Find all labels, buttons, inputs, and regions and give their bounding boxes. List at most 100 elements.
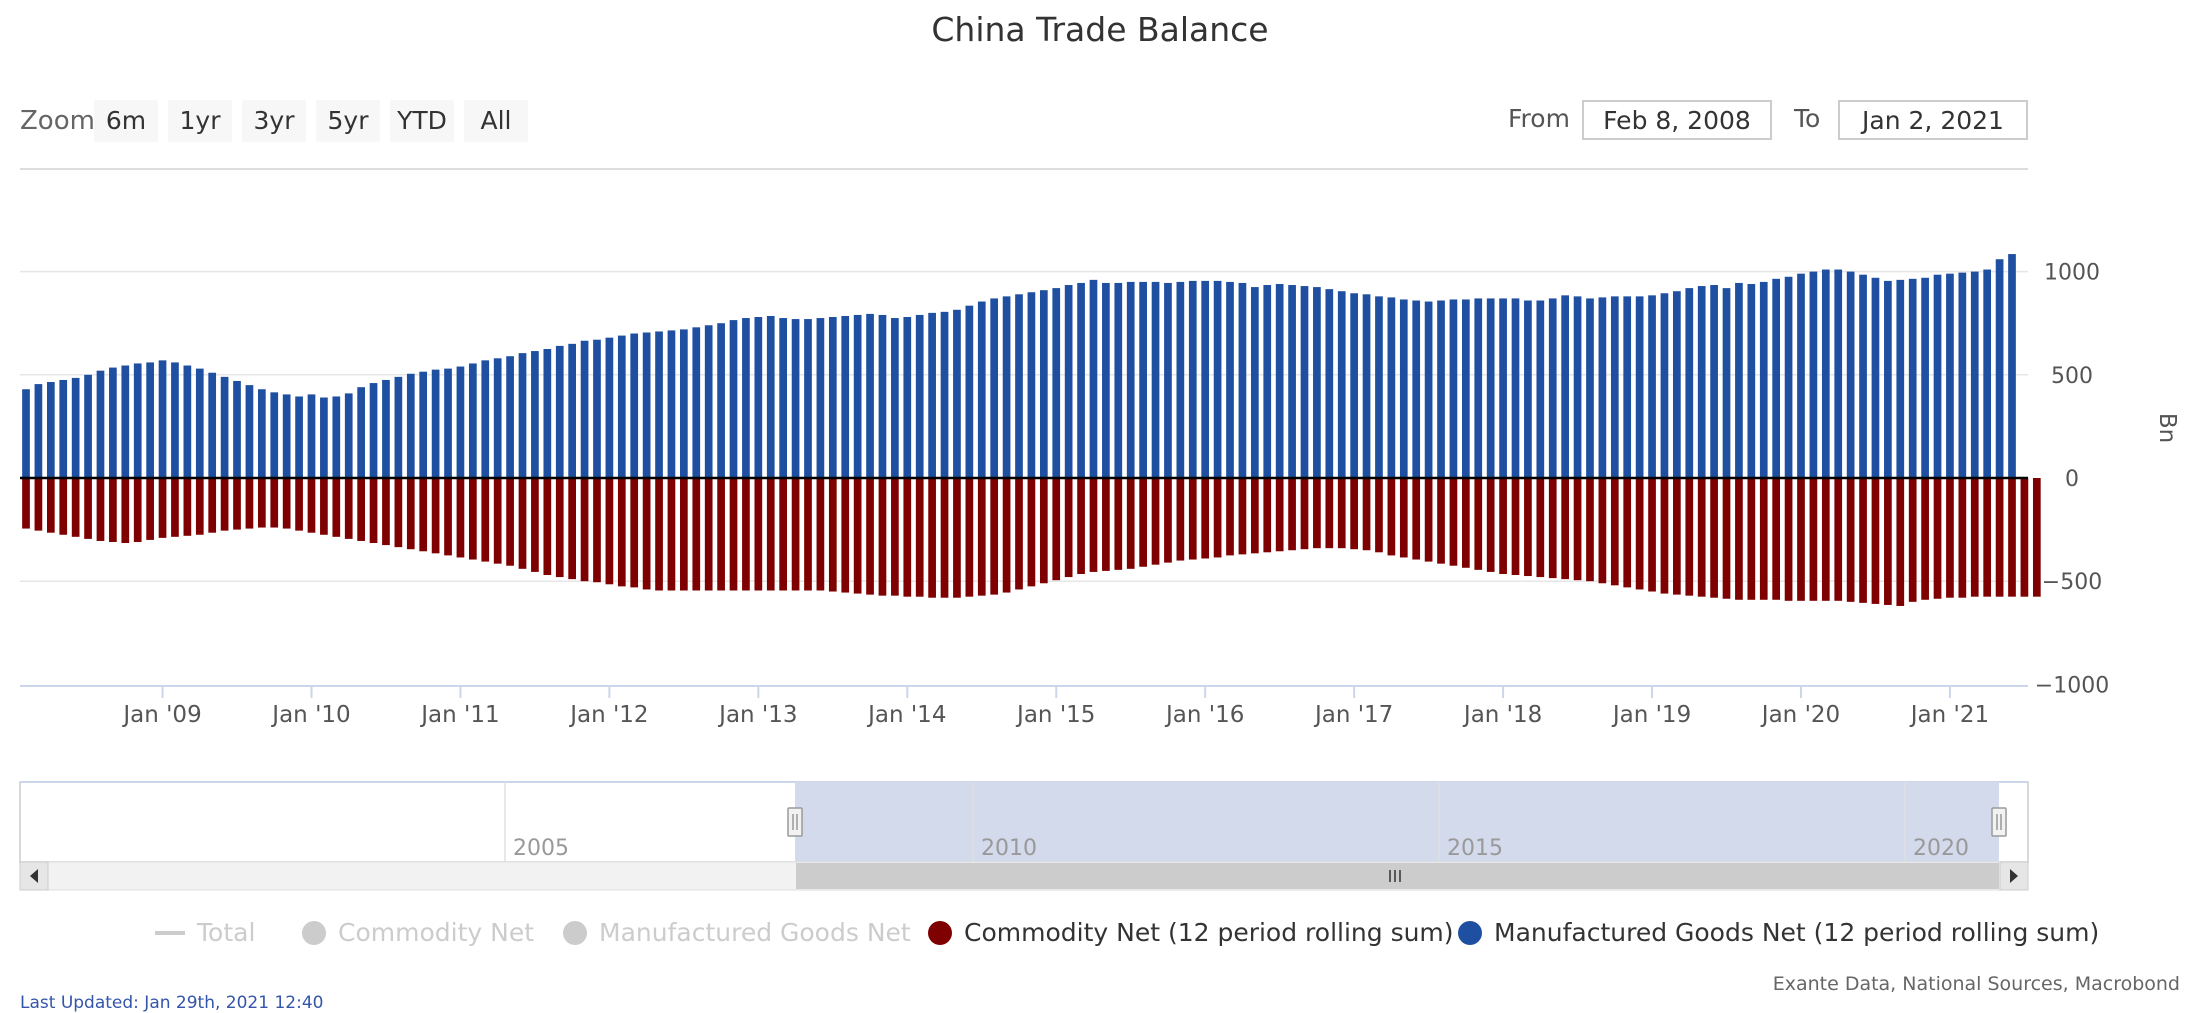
zoom-button-5yr[interactable]: 5yr xyxy=(316,100,380,142)
commodity-bar[interactable] xyxy=(1275,478,1284,552)
commodity-bar[interactable] xyxy=(617,478,626,587)
commodity-bar[interactable] xyxy=(791,478,800,591)
manufactured-goods-bar[interactable] xyxy=(1896,279,1905,478)
commodity-bar[interactable] xyxy=(593,478,601,583)
manufactured-goods-bar[interactable] xyxy=(1300,286,1309,478)
commodity-bar[interactable] xyxy=(1437,478,1445,564)
manufactured-goods-bar[interactable] xyxy=(580,340,589,478)
commodity-bar[interactable] xyxy=(506,478,514,566)
manufactured-goods-bar[interactable] xyxy=(1573,296,1582,478)
manufactured-goods-bar[interactable] xyxy=(1188,280,1197,478)
manufactured-goods-bar[interactable] xyxy=(1325,289,1334,478)
commodity-bar[interactable] xyxy=(1313,478,1321,549)
zoom-button-3yr[interactable]: 3yr xyxy=(242,100,306,142)
legend-item-commodity-net-rolling[interactable]: Commodity Net (12 period rolling sum) xyxy=(928,918,1454,947)
commodity-bar[interactable] xyxy=(1536,478,1545,578)
manufactured-goods-bar[interactable] xyxy=(307,394,316,478)
manufactured-goods-bar[interactable] xyxy=(493,358,502,478)
manufactured-goods-bar[interactable] xyxy=(1797,273,1805,478)
commodity-bar[interactable] xyxy=(158,478,167,538)
commodity-bar[interactable] xyxy=(1722,478,1731,599)
manufactured-goods-bar[interactable] xyxy=(1908,278,1917,478)
commodity-bar[interactable] xyxy=(369,478,378,544)
commodity-bar[interactable] xyxy=(1002,478,1011,593)
manufactured-goods-bar[interactable] xyxy=(766,315,775,478)
commodity-bar[interactable] xyxy=(928,478,936,598)
manufactured-goods-bar[interactable] xyxy=(146,362,154,478)
commodity-bar[interactable] xyxy=(1821,478,1830,601)
commodity-bar[interactable] xyxy=(109,478,117,542)
commodity-bar[interactable] xyxy=(605,478,614,585)
commodity-bar[interactable] xyxy=(1598,478,1607,584)
commodity-bar[interactable] xyxy=(2020,478,2029,597)
commodity-bar[interactable] xyxy=(220,478,229,531)
navigator-left-handle[interactable] xyxy=(787,807,803,837)
scrollbar-thumb[interactable] xyxy=(796,863,1999,889)
manufactured-goods-bar[interactable] xyxy=(1809,271,1818,478)
commodity-bar[interactable] xyxy=(1300,478,1309,550)
commodity-bar[interactable] xyxy=(1362,478,1371,551)
manufactured-goods-bar[interactable] xyxy=(1648,295,1656,478)
manufactured-goods-bar[interactable] xyxy=(1759,281,1768,478)
commodity-bar[interactable] xyxy=(1623,478,1632,588)
manufactured-goods-bar[interactable] xyxy=(1499,298,1507,478)
commodity-bar[interactable] xyxy=(853,478,862,594)
commodity-bar[interactable] xyxy=(1462,478,1470,568)
manufactured-goods-bar[interactable] xyxy=(568,343,576,478)
manufactured-goods-bar[interactable] xyxy=(1337,291,1346,478)
commodity-bar[interactable] xyxy=(866,478,874,595)
manufactured-goods-bar[interactable] xyxy=(1722,288,1731,478)
manufactured-goods-bar[interactable] xyxy=(1884,280,1892,478)
manufactured-goods-bar[interactable] xyxy=(481,360,490,478)
commodity-bar[interactable] xyxy=(1933,478,1942,599)
manufactured-goods-bar[interactable] xyxy=(816,318,825,478)
commodity-bar[interactable] xyxy=(481,478,490,562)
manufactured-goods-bar[interactable] xyxy=(71,377,80,478)
commodity-bar[interactable] xyxy=(779,478,788,591)
commodity-bar[interactable] xyxy=(320,478,328,535)
navigator-right-handle[interactable] xyxy=(1991,807,2007,837)
commodity-bar[interactable] xyxy=(1102,478,1110,571)
commodity-bar[interactable] xyxy=(1648,478,1656,592)
commodity-bar[interactable] xyxy=(1946,478,1954,598)
commodity-bar[interactable] xyxy=(754,478,763,591)
commodity-bar[interactable] xyxy=(1188,478,1197,560)
commodity-bar[interactable] xyxy=(1921,478,1929,600)
manufactured-goods-bar[interactable] xyxy=(444,368,452,478)
manufactured-goods-bar[interactable] xyxy=(903,317,912,478)
commodity-bar[interactable] xyxy=(1250,478,1259,554)
commodity-bar[interactable] xyxy=(121,478,130,544)
navigator-selected-range[interactable] xyxy=(795,782,1999,862)
manufactured-goods-bar[interactable] xyxy=(282,394,291,478)
manufactured-goods-bar[interactable] xyxy=(419,371,428,478)
commodity-bar[interactable] xyxy=(469,478,477,560)
commodity-bar[interactable] xyxy=(1288,478,1296,551)
commodity-bar[interactable] xyxy=(729,478,738,591)
commodity-bar[interactable] xyxy=(406,478,415,550)
manufactured-goods-bar[interactable] xyxy=(357,387,365,478)
commodity-bar[interactable] xyxy=(34,478,43,531)
manufactured-goods-bar[interactable] xyxy=(605,337,614,478)
manufactured-goods-bar[interactable] xyxy=(96,370,105,478)
commodity-bar[interactable] xyxy=(46,478,55,533)
commodity-bar[interactable] xyxy=(394,478,403,548)
commodity-bar[interactable] xyxy=(1375,478,1383,553)
commodity-bar[interactable] xyxy=(1784,478,1793,601)
manufactured-goods-bar[interactable] xyxy=(456,366,465,478)
zoom-button-6m[interactable]: 6m xyxy=(94,100,158,142)
manufactured-goods-bar[interactable] xyxy=(1002,296,1011,478)
manufactured-goods-bar[interactable] xyxy=(34,384,43,478)
legend-item-manufactured-goods-net-rolling[interactable]: Manufactured Goods Net (12 period rollin… xyxy=(1458,918,2099,947)
manufactured-goods-bar[interactable] xyxy=(1213,280,1222,478)
manufactured-goods-bar[interactable] xyxy=(1598,297,1607,478)
commodity-bar[interactable] xyxy=(717,478,725,591)
manufactured-goods-bar[interactable] xyxy=(1921,277,1929,478)
manufactured-goods-bar[interactable] xyxy=(369,383,378,478)
commodity-bar[interactable] xyxy=(667,478,676,591)
manufactured-goods-bar[interactable] xyxy=(295,396,303,478)
manufactured-goods-bar[interactable] xyxy=(1697,286,1706,478)
manufactured-goods-bar[interactable] xyxy=(133,363,142,478)
manufactured-goods-bar[interactable] xyxy=(729,320,738,478)
manufactured-goods-bar[interactable] xyxy=(1462,299,1470,478)
commodity-bar[interactable] xyxy=(878,478,887,596)
